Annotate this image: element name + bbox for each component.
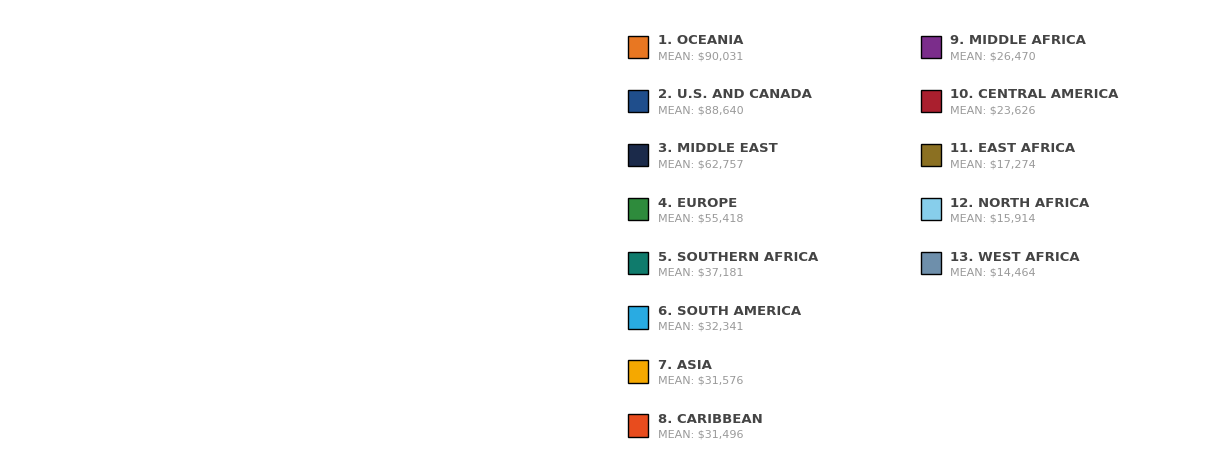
- Text: 6. SOUTH AMERICA: 6. SOUTH AMERICA: [658, 305, 800, 318]
- Text: MEAN: $90,031: MEAN: $90,031: [658, 51, 743, 62]
- Text: 3. MIDDLE EAST: 3. MIDDLE EAST: [658, 142, 777, 156]
- Text: MEAN: $37,181: MEAN: $37,181: [658, 267, 743, 278]
- Text: 4. EUROPE: 4. EUROPE: [658, 196, 737, 210]
- Text: MEAN: $32,341: MEAN: $32,341: [658, 321, 743, 332]
- Text: 8. CARIBBEAN: 8. CARIBBEAN: [658, 413, 762, 426]
- Text: 1. OCEANIA: 1. OCEANIA: [658, 34, 743, 47]
- Text: 10. CENTRAL AMERICA: 10. CENTRAL AMERICA: [950, 88, 1119, 102]
- Text: MEAN: $15,914: MEAN: $15,914: [950, 213, 1036, 224]
- Text: MEAN: $17,274: MEAN: $17,274: [950, 159, 1036, 170]
- Text: MEAN: $31,576: MEAN: $31,576: [658, 376, 743, 386]
- Text: 5. SOUTHERN AFRICA: 5. SOUTHERN AFRICA: [658, 251, 817, 264]
- Text: MEAN: $23,626: MEAN: $23,626: [950, 105, 1036, 116]
- Text: MEAN: $62,757: MEAN: $62,757: [658, 159, 743, 170]
- Text: MEAN: $55,418: MEAN: $55,418: [658, 213, 743, 224]
- Text: 7. ASIA: 7. ASIA: [658, 359, 711, 372]
- Text: 2. U.S. AND CANADA: 2. U.S. AND CANADA: [658, 88, 811, 102]
- Text: MEAN: $26,470: MEAN: $26,470: [950, 51, 1036, 62]
- Text: 13. WEST AFRICA: 13. WEST AFRICA: [950, 251, 1080, 264]
- Text: MEAN: $31,496: MEAN: $31,496: [658, 430, 743, 440]
- Text: 12. NORTH AFRICA: 12. NORTH AFRICA: [950, 196, 1089, 210]
- Text: 11. EAST AFRICA: 11. EAST AFRICA: [950, 142, 1076, 156]
- Text: MEAN: $14,464: MEAN: $14,464: [950, 267, 1036, 278]
- Text: 9. MIDDLE AFRICA: 9. MIDDLE AFRICA: [950, 34, 1086, 47]
- Text: MEAN: $88,640: MEAN: $88,640: [658, 105, 743, 116]
